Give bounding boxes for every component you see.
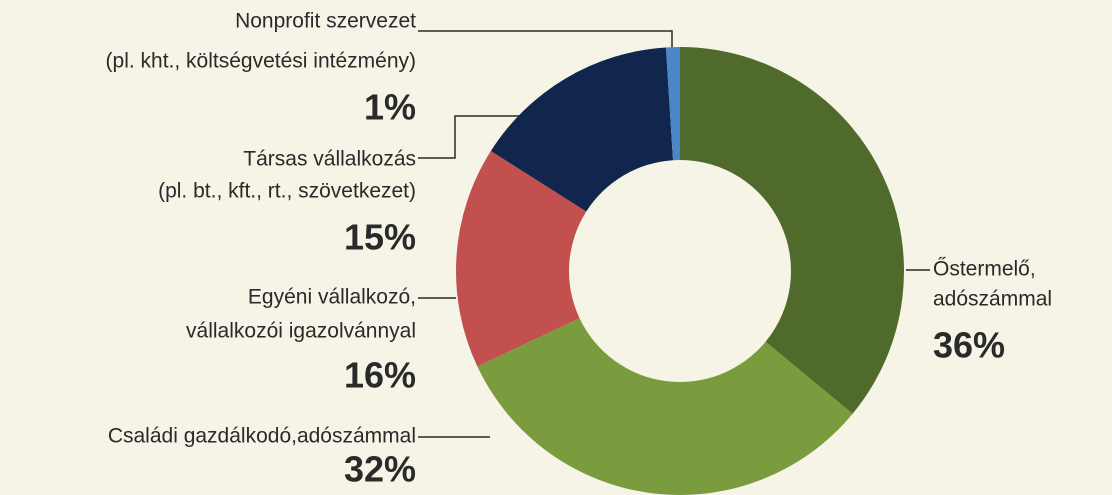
category-label: Egyéni vállalkozó, [248,286,416,309]
category-label: Társas vállalkozás [243,148,416,171]
category-label: vállalkozói igazolvánnyal [186,320,416,343]
category-label: (pl. bt., kft., rt., szövetkezet) [158,180,416,203]
value-label: 36% [933,325,1005,366]
category-label: (pl. kht., költségvetési intézmény) [106,50,416,73]
leader-line [418,30,673,48]
value-label: 32% [344,449,416,490]
donut-slice [490,47,674,212]
value-label: 16% [344,355,416,396]
donut-slice [477,318,853,495]
donut-slice [665,47,680,161]
category-label: Nonprofit szervezet [235,10,416,33]
donut-slice [456,150,587,367]
category-label: adószámmal [933,288,1052,311]
category-label: Családi gazdálkodó,adószámmal [108,425,416,448]
donut-slice [680,47,905,414]
value-label: 15% [344,217,416,258]
category-label: Őstermelő, [933,258,1036,281]
leader-line [418,115,520,159]
value-label: 1% [364,87,416,128]
